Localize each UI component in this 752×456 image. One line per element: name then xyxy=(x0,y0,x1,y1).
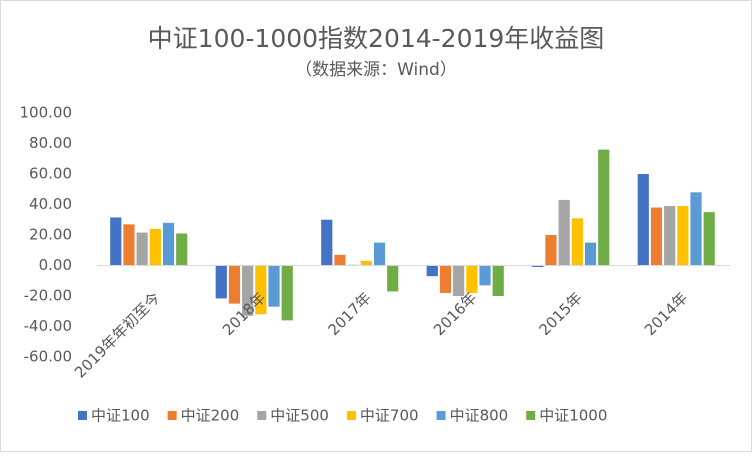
legend-swatch xyxy=(436,411,446,420)
legend-swatch xyxy=(257,411,267,420)
bar xyxy=(149,228,161,266)
bar xyxy=(703,212,715,266)
bar xyxy=(255,265,267,315)
bar xyxy=(242,265,254,316)
bar xyxy=(123,224,135,266)
legend-swatch xyxy=(78,411,87,420)
bar xyxy=(136,232,148,266)
bar xyxy=(677,206,689,266)
bar xyxy=(492,265,504,296)
bar xyxy=(545,235,557,266)
legend-label: 中证500 xyxy=(270,407,329,425)
bar xyxy=(439,265,452,293)
bar xyxy=(558,199,570,266)
legend-swatch xyxy=(167,411,177,420)
bar xyxy=(479,265,491,286)
chart-subtitle: （数据来源：Wind） xyxy=(295,60,457,80)
bar xyxy=(110,217,122,266)
chart-title: 中证100-1000指数2014-2019年收益图 xyxy=(148,24,605,53)
bar xyxy=(215,265,227,299)
y-tick-label: -20.00 xyxy=(24,287,72,305)
legend-label: 中证200 xyxy=(181,407,240,425)
bar xyxy=(584,242,597,266)
bar xyxy=(268,265,280,307)
bar xyxy=(228,265,241,304)
y-tick-label: 40.00 xyxy=(29,195,72,213)
bar xyxy=(690,192,702,266)
bar xyxy=(360,260,372,266)
bar xyxy=(571,218,583,266)
bar xyxy=(321,219,333,266)
legend-label: 中证800 xyxy=(450,407,509,425)
bar xyxy=(387,265,399,292)
bar xyxy=(466,265,478,293)
bar xyxy=(532,265,544,268)
bar xyxy=(162,222,175,266)
legend-label: 中证100 xyxy=(91,407,150,425)
legend-swatch xyxy=(526,411,536,420)
y-tick-label: 80.00 xyxy=(29,134,72,152)
bar xyxy=(637,174,649,266)
bar xyxy=(664,206,676,266)
bar xyxy=(176,233,188,266)
y-tick-label: 100.00 xyxy=(20,104,73,122)
y-tick-label: 0.00 xyxy=(39,256,72,274)
bar xyxy=(650,207,663,266)
bar xyxy=(453,265,465,296)
bar xyxy=(334,254,346,266)
bar xyxy=(373,242,386,266)
y-tick-label: -60.00 xyxy=(24,348,72,366)
legend-label: 中证1000 xyxy=(539,407,607,425)
y-tick-label: 20.00 xyxy=(29,226,72,244)
bar xyxy=(598,149,610,266)
legend-swatch xyxy=(346,411,356,420)
bar xyxy=(426,265,438,277)
y-tick-label: -40.00 xyxy=(24,317,72,335)
bar xyxy=(281,265,293,321)
legend-label: 中证700 xyxy=(360,407,419,425)
y-tick-label: 60.00 xyxy=(29,165,72,183)
